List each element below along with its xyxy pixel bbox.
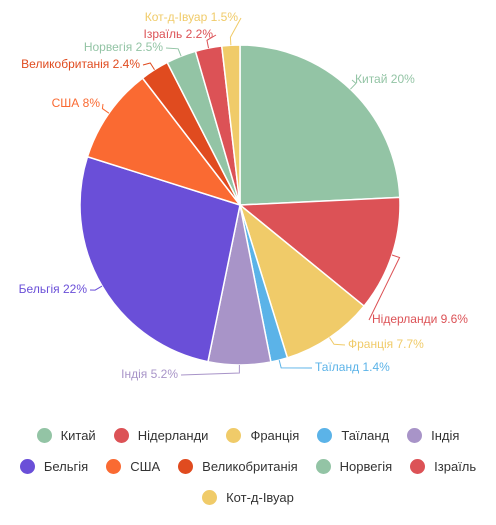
slice-label: Таїланд 1.4% [315, 360, 390, 374]
legend-swatch [113, 428, 129, 443]
legend-swatch [178, 459, 194, 474]
slice-label-value: 2.5% [136, 40, 164, 54]
leader-line [165, 47, 182, 57]
leader-line [180, 364, 240, 376]
slice-label: Китай 20% [355, 72, 415, 86]
slice-label-name: Норвегія [84, 40, 132, 54]
legend-label: США [130, 459, 161, 474]
pie-slice [86, 77, 243, 207]
slice-label-value: 9.6% [441, 312, 469, 326]
slice-label: Нідерланди 9.6% [372, 312, 468, 326]
slice-label-name: США [52, 96, 80, 110]
slice-label-value: 7.7% [396, 337, 424, 351]
chart: Китай 20% Нідерланди 9.6% Франція 7.7% Таїл… [19, 10, 469, 381]
legend-swatch [36, 428, 52, 443]
slice-label-name: Китай [355, 72, 387, 86]
legend-label: Ізраїль [434, 459, 477, 474]
leader-line [101, 103, 110, 114]
slice-label-name: Ізраїль [144, 27, 183, 41]
legend-swatch [106, 459, 122, 474]
legend-swatch [315, 459, 331, 474]
leader-line [229, 17, 242, 46]
slice-label-name: Великобританія [21, 57, 109, 71]
legend-swatch [19, 459, 35, 474]
legend-item[interactable]: США [106, 457, 160, 476]
slice-label-value: 1.5% [211, 10, 239, 24]
legend-item[interactable]: Бельгія [19, 457, 89, 476]
slice-label: Великобританія 2.4% [21, 57, 140, 71]
slice-label-value: 5.2% [151, 367, 179, 381]
legend-item[interactable]: Нідерланди [113, 426, 209, 445]
legend-item[interactable]: Індія [407, 426, 459, 445]
pie-slice [79, 155, 241, 363]
legend-swatch [202, 490, 218, 505]
slice-label-name: Індія [121, 367, 147, 381]
legend-label: Індія [431, 428, 460, 443]
slice-label: Норвегія 2.5% [84, 40, 163, 54]
legend-label: Китай [60, 428, 96, 443]
legend-item[interactable]: Ізраїль [410, 457, 476, 476]
legend-label: Норвегія [339, 459, 393, 474]
legend-item[interactable]: Франція [226, 426, 299, 445]
legend-item[interactable]: Таїланд [317, 426, 389, 445]
legend-label: Великобританія [202, 459, 298, 474]
slice-label: США 8% [52, 96, 101, 110]
leader-line [350, 79, 357, 90]
legend-label: Таїланд [341, 428, 390, 443]
leader-line [278, 360, 313, 369]
legend-swatch [317, 428, 333, 443]
slice-label-value: 22% [63, 282, 87, 296]
legend-label: Нідерланди [137, 428, 209, 443]
slice-label: Індія 5.2% [121, 367, 178, 381]
legend-item[interactable]: Китай [36, 426, 96, 445]
legend-item[interactable]: Великобританія [178, 457, 298, 476]
leader-line [368, 254, 401, 321]
pie-slice [239, 44, 401, 206]
legend-label: Франція [250, 428, 300, 443]
slice-label: Кот-д-Івуар 1.5% [145, 10, 239, 24]
leader-line [89, 285, 103, 291]
slice-label-value: 1.4% [362, 360, 390, 374]
leader-line [206, 34, 217, 49]
slice-label-name: Нідерланди [372, 312, 437, 326]
slice-label-value: 20% [391, 72, 415, 86]
legend-item[interactable]: Норвегія [315, 457, 393, 476]
slice-label-name: Франція [348, 337, 393, 351]
slice-label-value: 2.2% [186, 27, 214, 41]
legend-item[interactable]: Кот-д-Івуар [202, 488, 294, 507]
slice-label-value: 8% [83, 96, 101, 110]
slice-label-value: 2.4% [113, 57, 141, 71]
slice-label-name: Таїланд [315, 360, 359, 374]
legend-swatch [407, 428, 423, 443]
legend-swatch [226, 428, 242, 443]
pie-slice [238, 202, 366, 359]
slice-label: Франція 7.7% [348, 337, 424, 351]
leader-line [142, 62, 155, 71]
slice-label-name: Кот-д-Івуар [145, 10, 208, 24]
legend-label: Бельгія [43, 459, 89, 474]
legend-label: Кот-д-Івуар [226, 490, 294, 505]
slice-label: Бельгія 22% [19, 282, 88, 296]
legend-swatch [410, 459, 426, 474]
slice-label: Ізраїль 2.2% [144, 27, 214, 41]
leader-line [329, 337, 346, 346]
legend: Китай Нідерланди Франція Таїланд Індія Бельгі… [10, 426, 486, 507]
slice-label-name: Бельгія [19, 282, 60, 296]
